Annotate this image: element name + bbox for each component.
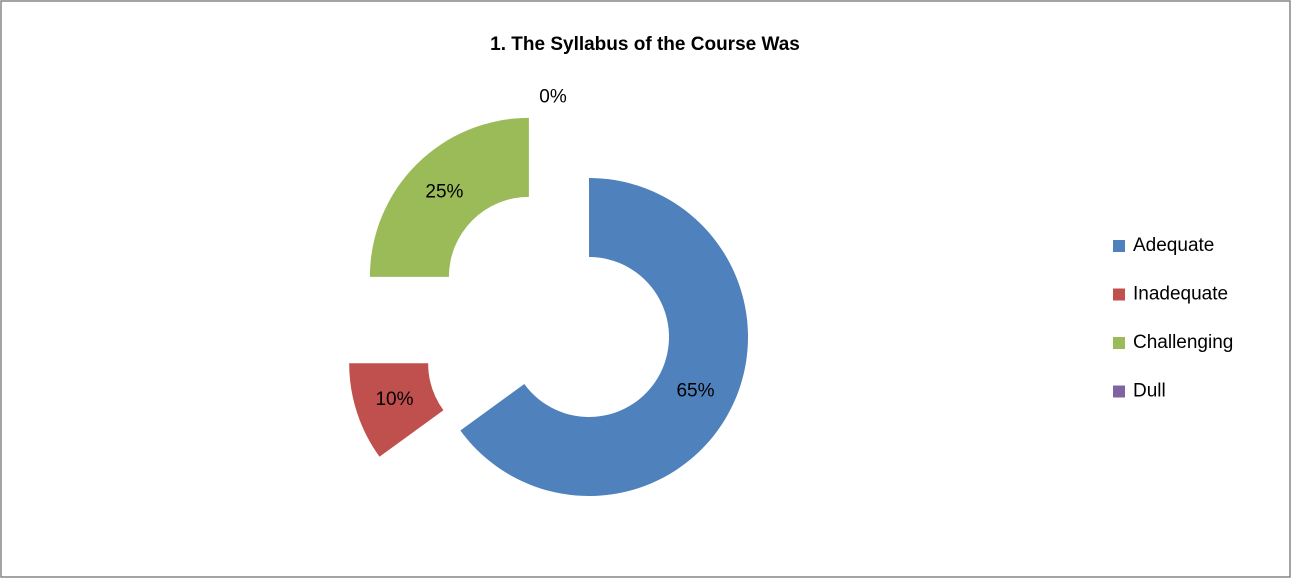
legend-label: Dull: [1133, 381, 1166, 402]
legend-label: Challenging: [1133, 332, 1233, 353]
donut-slice: [349, 363, 444, 457]
data-label: 10%: [375, 389, 413, 410]
donut-slice: [369, 117, 529, 277]
legend-swatch: [1113, 240, 1125, 252]
data-label: 65%: [676, 380, 714, 401]
legend-label: Inadequate: [1133, 284, 1228, 305]
chart-title: 1. The Syllabus of the Course Was: [490, 34, 800, 55]
donut-slice: [460, 178, 748, 497]
legend-swatch: [1113, 288, 1125, 301]
data-label: 25%: [425, 181, 463, 202]
legend-label: Adequate: [1133, 235, 1214, 256]
legend-swatch: [1113, 337, 1125, 349]
legend-swatch: [1113, 385, 1125, 398]
data-label: 0%: [539, 87, 567, 108]
